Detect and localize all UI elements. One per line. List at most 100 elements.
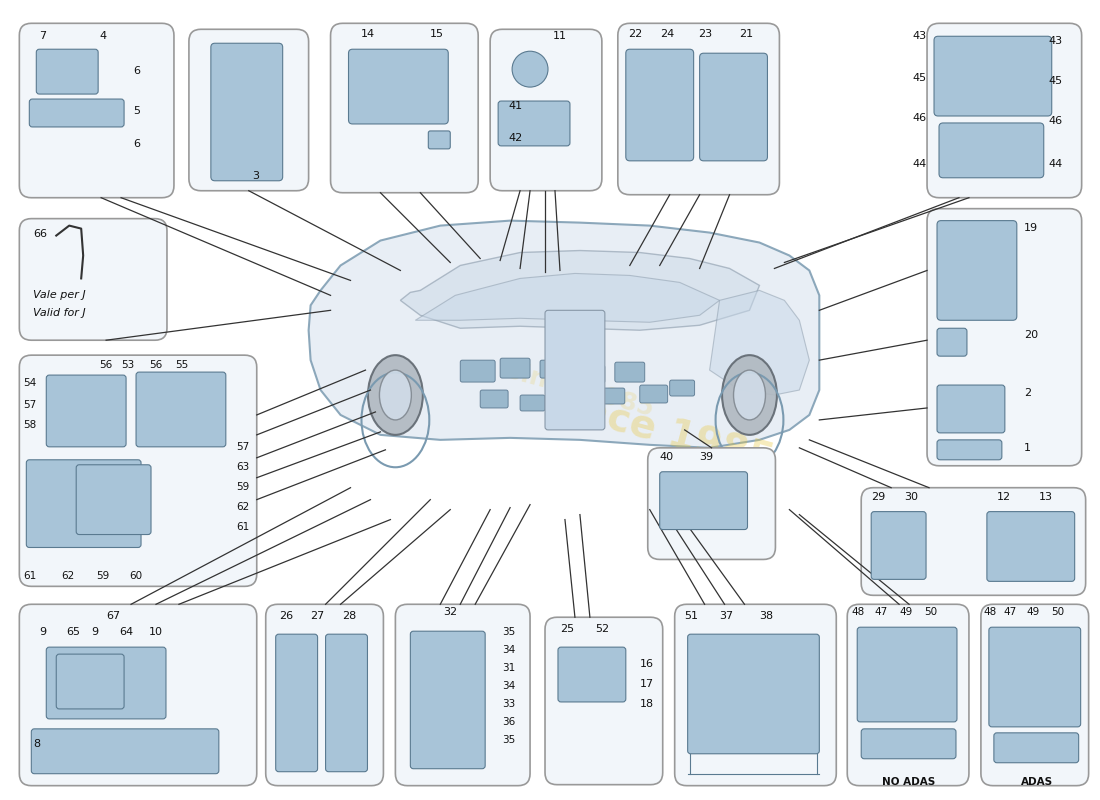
FancyBboxPatch shape — [460, 360, 495, 382]
Text: Valid for J: Valid for J — [33, 308, 86, 318]
Text: ADAS: ADAS — [1021, 777, 1053, 786]
Text: 18: 18 — [640, 699, 653, 709]
FancyBboxPatch shape — [498, 101, 570, 146]
Text: 39: 39 — [700, 452, 714, 462]
Text: 32: 32 — [443, 607, 458, 618]
FancyBboxPatch shape — [987, 512, 1075, 582]
Text: NO ADAS: NO ADAS — [882, 777, 936, 786]
FancyBboxPatch shape — [520, 395, 544, 411]
Text: 7: 7 — [40, 31, 46, 42]
Text: 48: 48 — [983, 607, 998, 618]
Text: 41: 41 — [508, 101, 522, 111]
Text: 16: 16 — [640, 659, 653, 669]
Text: 2: 2 — [1024, 388, 1031, 398]
FancyBboxPatch shape — [36, 50, 98, 94]
Text: 64: 64 — [119, 627, 133, 638]
Text: 46: 46 — [913, 113, 927, 123]
Text: 67: 67 — [106, 611, 120, 622]
FancyBboxPatch shape — [76, 465, 151, 534]
Text: 35: 35 — [502, 627, 516, 638]
FancyBboxPatch shape — [20, 355, 256, 586]
FancyBboxPatch shape — [540, 360, 568, 378]
FancyBboxPatch shape — [331, 23, 478, 193]
FancyBboxPatch shape — [626, 50, 694, 161]
Circle shape — [513, 51, 548, 87]
FancyBboxPatch shape — [20, 218, 167, 340]
FancyBboxPatch shape — [410, 631, 485, 769]
Text: 42: 42 — [508, 133, 522, 143]
Text: 61: 61 — [23, 571, 36, 582]
Text: 38: 38 — [759, 611, 773, 622]
Text: 57: 57 — [235, 442, 249, 452]
FancyBboxPatch shape — [20, 604, 256, 786]
Polygon shape — [400, 250, 759, 330]
FancyBboxPatch shape — [937, 328, 967, 356]
Text: 48: 48 — [851, 607, 865, 618]
FancyBboxPatch shape — [981, 604, 1089, 786]
FancyBboxPatch shape — [500, 358, 530, 378]
Text: 49: 49 — [1026, 607, 1039, 618]
FancyBboxPatch shape — [211, 43, 283, 181]
FancyBboxPatch shape — [46, 375, 127, 447]
FancyBboxPatch shape — [847, 604, 969, 786]
Text: 62: 62 — [235, 502, 249, 512]
Text: 5: 5 — [133, 106, 140, 116]
FancyBboxPatch shape — [189, 30, 309, 190]
Text: 35: 35 — [502, 735, 516, 745]
FancyBboxPatch shape — [544, 310, 605, 430]
Text: 58: 58 — [23, 420, 36, 430]
Text: 57: 57 — [23, 400, 36, 410]
FancyBboxPatch shape — [615, 362, 645, 382]
FancyBboxPatch shape — [544, 618, 662, 785]
Text: 1: 1 — [1024, 443, 1031, 453]
FancyBboxPatch shape — [939, 123, 1044, 178]
Text: 59: 59 — [96, 571, 109, 582]
FancyBboxPatch shape — [861, 729, 956, 758]
FancyBboxPatch shape — [871, 512, 926, 579]
FancyBboxPatch shape — [937, 440, 1002, 460]
Text: 47: 47 — [1004, 607, 1018, 618]
FancyBboxPatch shape — [26, 460, 141, 547]
Text: 13: 13 — [1038, 492, 1053, 502]
Text: 29: 29 — [871, 492, 886, 502]
Text: 43: 43 — [1048, 36, 1063, 46]
Text: 31: 31 — [502, 663, 516, 673]
FancyBboxPatch shape — [326, 634, 367, 772]
FancyBboxPatch shape — [937, 221, 1016, 320]
Text: since 1985: since 1985 — [504, 359, 657, 422]
Text: 19: 19 — [1024, 222, 1038, 233]
Text: 21: 21 — [739, 30, 754, 39]
FancyBboxPatch shape — [481, 390, 508, 408]
Text: 44: 44 — [913, 159, 927, 169]
FancyBboxPatch shape — [857, 627, 957, 722]
Text: 30: 30 — [904, 492, 918, 502]
Text: Vale per J: Vale per J — [33, 290, 86, 300]
FancyBboxPatch shape — [560, 390, 587, 408]
Ellipse shape — [722, 355, 777, 435]
Text: 25: 25 — [560, 624, 574, 634]
Text: 52: 52 — [595, 624, 609, 634]
Text: 6: 6 — [133, 139, 140, 149]
Text: 23: 23 — [697, 30, 712, 39]
FancyBboxPatch shape — [934, 36, 1052, 116]
Text: 26: 26 — [278, 611, 293, 622]
FancyBboxPatch shape — [491, 30, 602, 190]
Text: 9: 9 — [91, 627, 98, 638]
Text: 62: 62 — [62, 571, 75, 582]
Text: 43: 43 — [913, 31, 927, 42]
Text: 20: 20 — [1024, 330, 1038, 340]
Text: 28: 28 — [342, 611, 356, 622]
Text: 65: 65 — [66, 627, 80, 638]
Text: 8: 8 — [33, 739, 41, 749]
Text: 54: 54 — [23, 378, 36, 388]
Text: 27: 27 — [310, 611, 324, 622]
Ellipse shape — [379, 370, 411, 420]
FancyBboxPatch shape — [688, 634, 820, 754]
FancyBboxPatch shape — [640, 385, 668, 403]
Text: 50: 50 — [924, 607, 937, 618]
Text: 47: 47 — [874, 607, 888, 618]
Text: 49: 49 — [899, 607, 912, 618]
Text: 17: 17 — [640, 679, 653, 689]
Polygon shape — [416, 274, 719, 322]
FancyBboxPatch shape — [580, 365, 605, 383]
